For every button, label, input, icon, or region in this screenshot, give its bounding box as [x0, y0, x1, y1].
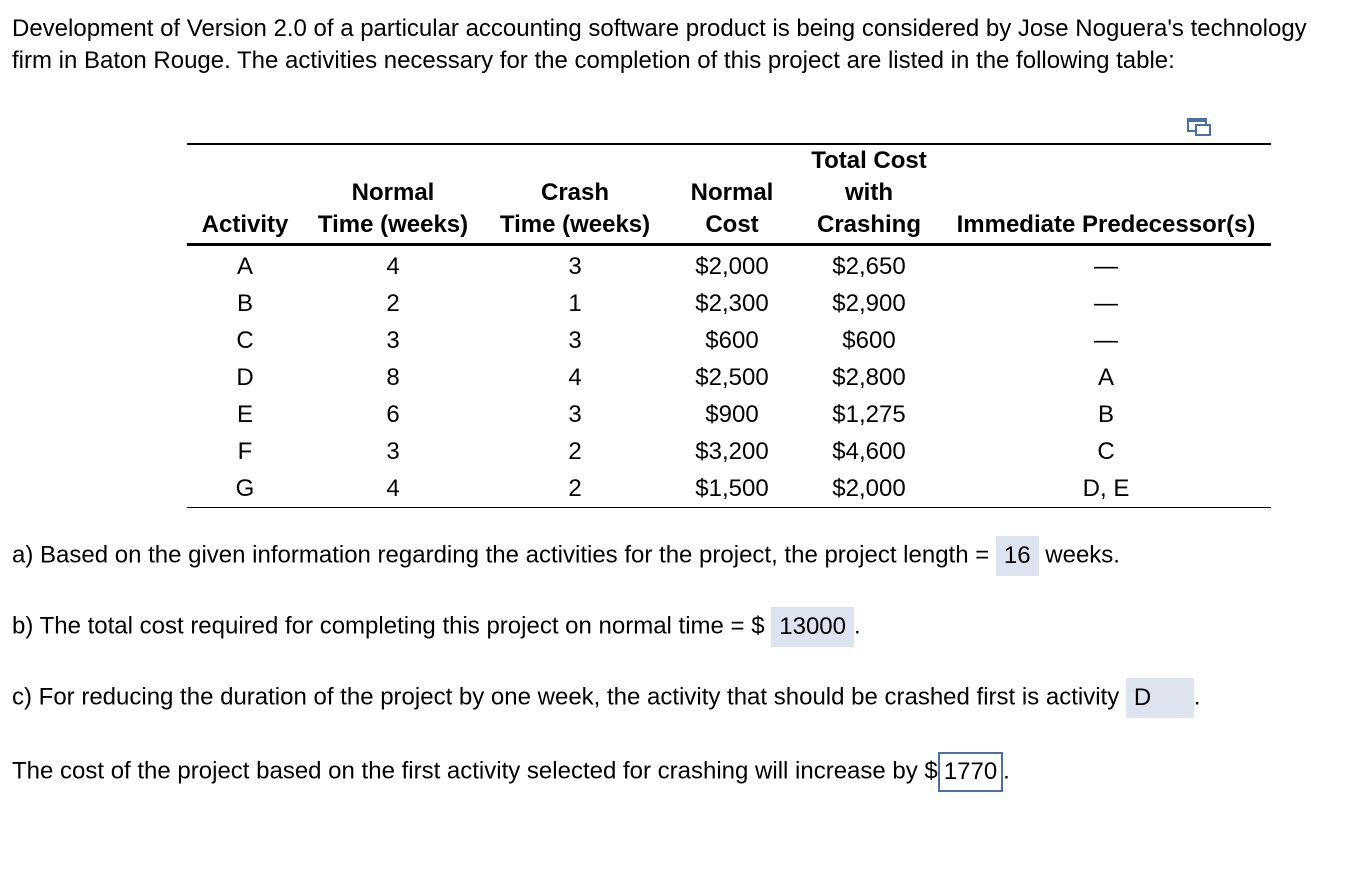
cell-crash-cost: $600 — [842, 327, 896, 354]
cell-crash-time: 3 — [568, 327, 582, 354]
question-d-text: The cost of the project based on the fir… — [12, 757, 938, 785]
cell-activity: E — [236, 401, 253, 428]
table-row: E 6 3 $900 $1,275 B — [187, 396, 1271, 433]
cell-crash-cost: $4,600 — [832, 438, 906, 465]
question-b: b) The total cost required for completin… — [12, 607, 861, 647]
cell-activity: B — [236, 290, 253, 317]
problem-intro: Development of Version 2.0 of a particul… — [12, 15, 1307, 74]
question-a: a) Based on the given information regard… — [12, 536, 1120, 576]
table-row: G 4 2 $1,500 $2,000 D, E — [187, 470, 1271, 508]
cell-normal-cost: $1,500 — [667, 470, 797, 508]
cell-normal-cost: $2,000 — [695, 253, 769, 280]
cell-normal-time: 4 — [303, 470, 483, 508]
cell-normal-time: 3 — [386, 438, 400, 465]
cell-activity: C — [236, 327, 254, 354]
header-crash-time-line1: Crash — [540, 179, 610, 206]
cell-normal-time: 3 — [386, 327, 400, 354]
cell-crash-cost: $2,650 — [832, 253, 906, 280]
table-row: B 2 1 $2,300 $2,900 — — [187, 285, 1271, 322]
cell-crash-time: 2 — [483, 470, 667, 508]
cell-activity: F — [237, 438, 253, 465]
cell-crash-time: 3 — [568, 401, 582, 428]
cell-crash-time: 3 — [568, 253, 582, 280]
answer-c-crash-activity[interactable]: D — [1125, 678, 1194, 718]
activity-table-container: Total Cost Normal Crash Normal with Acti… — [187, 143, 1271, 508]
cell-normal-cost: $3,200 — [695, 438, 769, 465]
table-row: A 4 3 $2,000 $2,650 — — [187, 245, 1271, 286]
header-crash-time-line2: Time (weeks) — [483, 209, 667, 246]
header-crash-cost-line2: with — [845, 179, 893, 206]
header-crash-cost-line3: Crashing — [797, 209, 941, 246]
cell-predecessors: — — [1094, 290, 1118, 317]
question-a-text: a) Based on the given information regard… — [12, 541, 996, 569]
cell-predecessors: — — [1094, 253, 1118, 280]
header-normal-time-line2: Time (weeks) — [303, 209, 483, 246]
answer-b-total-cost[interactable]: 13000 — [771, 607, 855, 647]
cell-activity: G — [187, 470, 303, 508]
table-row: C 3 3 $600 $600 — — [187, 322, 1271, 359]
cell-predecessors: A — [1097, 364, 1114, 391]
cell-predecessors: — — [1094, 327, 1118, 354]
cell-normal-time: 6 — [386, 401, 400, 428]
answer-a-project-length[interactable]: 16 — [995, 536, 1039, 576]
question-b-suffix: . — [854, 612, 861, 640]
header-predecessors: Immediate Predecessor(s) — [941, 209, 1271, 246]
header-normal-time-line1: Normal — [351, 179, 435, 206]
cell-predecessors: D, E — [941, 470, 1271, 508]
table-row: F 3 2 $3,200 $4,600 C — [187, 433, 1271, 470]
question-c-text: c) For reducing the duration of the proj… — [12, 683, 1126, 711]
answer-d-cost-increase-input[interactable]: 1770 — [937, 752, 1004, 792]
header-crash-cost-line1: Total Cost — [811, 147, 927, 174]
activity-table: Total Cost Normal Crash Normal with Acti… — [187, 143, 1271, 508]
cell-crash-time: 1 — [568, 290, 582, 317]
question-b-text: b) The total cost required for completin… — [12, 612, 772, 640]
cell-normal-cost: $2,500 — [695, 364, 769, 391]
cell-crash-time: 2 — [568, 438, 582, 465]
cell-normal-time: 8 — [386, 364, 400, 391]
cell-crash-time: 4 — [568, 364, 582, 391]
question-c: c) For reducing the duration of the proj… — [12, 678, 1201, 718]
cell-normal-cost: $600 — [705, 327, 759, 354]
cell-normal-time: 2 — [386, 290, 400, 317]
cell-normal-cost: $900 — [705, 401, 759, 428]
cell-crash-cost: $1,275 — [832, 401, 906, 428]
question-d: The cost of the project based on the fir… — [12, 752, 1010, 792]
cell-activity: A — [236, 253, 253, 280]
cell-predecessors: B — [1097, 401, 1114, 428]
cell-crash-cost: $2,000 — [797, 470, 941, 508]
copy-table-icon[interactable] — [1187, 117, 1213, 137]
cell-crash-cost: $2,800 — [832, 364, 906, 391]
question-d-suffix: . — [1003, 757, 1010, 785]
question-a-suffix: weeks. — [1038, 541, 1120, 569]
cell-activity: D — [236, 364, 254, 391]
header-normal-cost-line2: Cost — [667, 209, 797, 246]
table-row: D 8 4 $2,500 $2,800 A — [187, 359, 1271, 396]
header-activity: Activity — [187, 209, 303, 246]
question-c-suffix: . — [1193, 683, 1201, 711]
cell-predecessors: C — [1097, 438, 1115, 465]
cell-normal-time: 4 — [386, 253, 400, 280]
cell-normal-cost: $2,300 — [695, 290, 769, 317]
cell-crash-cost: $2,900 — [832, 290, 906, 317]
header-normal-cost-line1: Normal — [690, 179, 774, 206]
